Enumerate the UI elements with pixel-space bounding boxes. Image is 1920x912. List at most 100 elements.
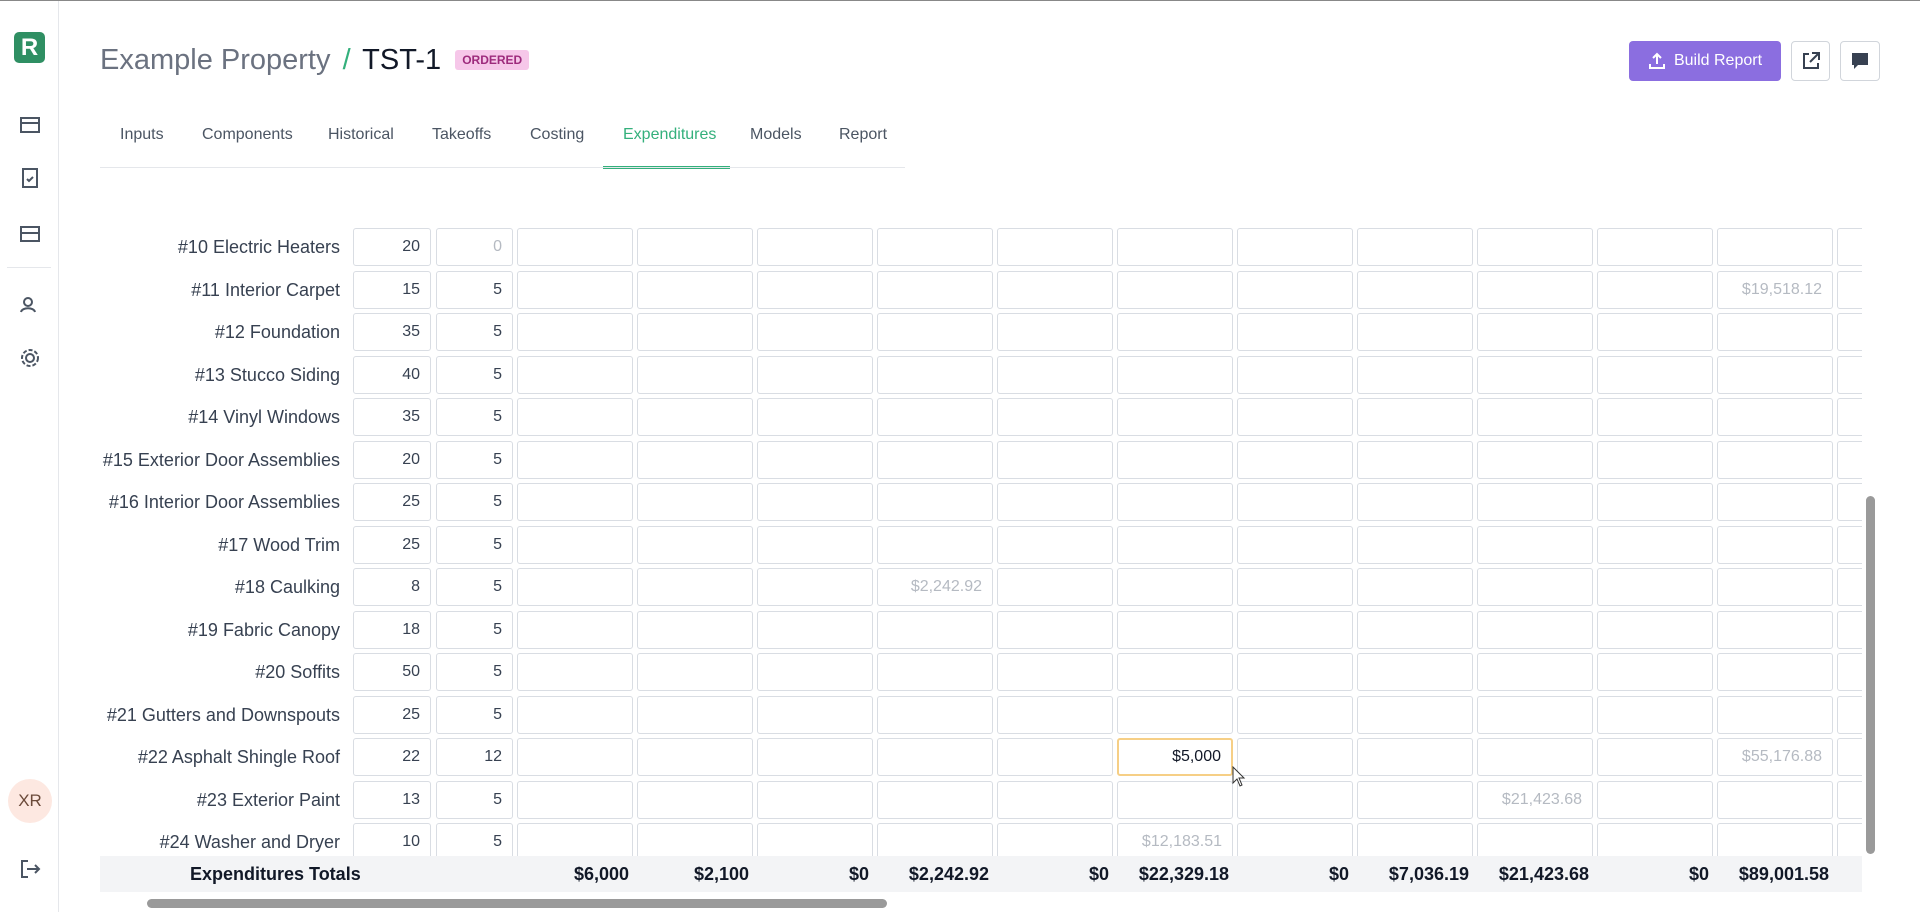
remaining-cell[interactable]: 5 — [436, 398, 513, 436]
expenditure-cell[interactable] — [997, 313, 1113, 351]
expenditure-cell[interactable] — [1237, 398, 1353, 436]
remaining-cell[interactable]: 5 — [436, 313, 513, 351]
expenditure-cell[interactable]: $55,176.88 — [1717, 738, 1833, 776]
expenditure-cell[interactable] — [1837, 526, 1862, 564]
expenditure-cell[interactable] — [997, 271, 1113, 309]
expenditure-cell[interactable] — [1357, 738, 1473, 776]
tab[interactable]: Expenditures — [623, 126, 716, 144]
expenditure-cell[interactable] — [1477, 653, 1593, 691]
expenditure-cell[interactable] — [517, 228, 633, 266]
life-cell[interactable]: 50 — [353, 653, 431, 691]
expenditure-cell[interactable] — [517, 611, 633, 649]
expenditure-cell[interactable] — [517, 526, 633, 564]
expenditure-cell[interactable] — [877, 526, 993, 564]
expenditure-cell[interactable] — [1117, 568, 1233, 606]
expenditure-cell[interactable] — [877, 611, 993, 649]
expenditure-cell[interactable] — [1477, 611, 1593, 649]
expenditure-cell[interactable] — [877, 398, 993, 436]
expenditure-cell[interactable] — [877, 653, 993, 691]
life-cell[interactable]: 25 — [353, 526, 431, 564]
expenditure-cell[interactable] — [757, 313, 873, 351]
expenditure-cell[interactable] — [1597, 271, 1713, 309]
expenditure-cell[interactable] — [1837, 313, 1862, 351]
expenditure-cell[interactable] — [637, 781, 753, 819]
expenditure-cell[interactable] — [1237, 696, 1353, 734]
expenditure-cell[interactable] — [1117, 653, 1233, 691]
expenditure-cell[interactable] — [757, 228, 873, 266]
expenditure-cell[interactable] — [997, 483, 1113, 521]
expenditure-cell[interactable] — [1837, 823, 1862, 858]
expenditure-cell[interactable] — [757, 483, 873, 521]
expenditure-cell[interactable] — [1477, 228, 1593, 266]
expenditure-cell[interactable] — [1717, 823, 1833, 858]
remaining-cell[interactable]: 5 — [436, 526, 513, 564]
expenditure-cell[interactable] — [1237, 441, 1353, 479]
expenditure-cell[interactable] — [637, 823, 753, 858]
expenditure-cell[interactable] — [1357, 653, 1473, 691]
expenditure-cell[interactable] — [1357, 313, 1473, 351]
expenditure-cell[interactable] — [1717, 653, 1833, 691]
expenditure-cell[interactable] — [1597, 823, 1713, 858]
expenditure-cell[interactable] — [997, 568, 1113, 606]
remaining-cell[interactable]: 5 — [436, 356, 513, 394]
expenditure-cell[interactable] — [757, 398, 873, 436]
expenditure-cell[interactable] — [1237, 653, 1353, 691]
expenditure-cell[interactable]: $21,423.68 — [1477, 781, 1593, 819]
remaining-cell[interactable]: 12 — [436, 738, 513, 776]
expenditure-cell[interactable] — [1357, 271, 1473, 309]
remaining-cell[interactable]: 5 — [436, 611, 513, 649]
expenditure-cell[interactable] — [1477, 696, 1593, 734]
open-button[interactable] — [1791, 41, 1830, 81]
expenditure-cell[interactable] — [1597, 356, 1713, 394]
expenditure-cell[interactable] — [1477, 738, 1593, 776]
expenditure-cell[interactable] — [757, 441, 873, 479]
expenditure-cell[interactable] — [1237, 611, 1353, 649]
expenditure-cell[interactable] — [997, 228, 1113, 266]
expenditure-cell[interactable] — [997, 823, 1113, 858]
expenditure-cell[interactable]: $12,183.51 — [1117, 823, 1233, 858]
expenditure-cell[interactable] — [877, 313, 993, 351]
expenditure-cell[interactable] — [637, 441, 753, 479]
expenditure-cell[interactable] — [1357, 228, 1473, 266]
expenditure-cell[interactable] — [1597, 483, 1713, 521]
remaining-cell[interactable]: 5 — [436, 441, 513, 479]
expenditure-cell[interactable] — [1717, 356, 1833, 394]
expenditure-cell[interactable] — [1117, 313, 1233, 351]
expenditure-cell[interactable] — [877, 823, 993, 858]
life-cell[interactable]: 18 — [353, 611, 431, 649]
expenditure-cell[interactable] — [1357, 526, 1473, 564]
expenditure-cell[interactable]: $19,518.12 — [1717, 271, 1833, 309]
expenditure-cell[interactable] — [1117, 526, 1233, 564]
tab[interactable]: Costing — [530, 126, 584, 144]
expenditure-cell[interactable]: $5,000 — [1117, 738, 1233, 776]
expenditure-cell[interactable] — [1237, 781, 1353, 819]
life-cell[interactable]: 8 — [353, 568, 431, 606]
expenditure-cell[interactable] — [517, 313, 633, 351]
expenditure-cell[interactable] — [637, 611, 753, 649]
h-scroll-thumb[interactable] — [147, 899, 887, 908]
expenditure-cell[interactable] — [517, 398, 633, 436]
expenditure-cell[interactable] — [1837, 356, 1862, 394]
expenditure-cell[interactable] — [997, 398, 1113, 436]
expenditure-cell[interactable] — [757, 738, 873, 776]
expenditure-cell[interactable] — [1357, 823, 1473, 858]
expenditure-cell[interactable]: $2,242.92 — [877, 568, 993, 606]
expenditure-cell[interactable] — [1837, 271, 1862, 309]
remaining-cell[interactable]: 0 — [436, 228, 513, 266]
expenditure-cell[interactable] — [877, 441, 993, 479]
expenditure-cell[interactable] — [1237, 483, 1353, 521]
expenditure-cell[interactable] — [997, 696, 1113, 734]
expenditure-cell[interactable] — [637, 313, 753, 351]
expenditure-cell[interactable] — [517, 356, 633, 394]
expenditure-cell[interactable] — [517, 823, 633, 858]
tab[interactable]: Report — [839, 126, 887, 144]
expenditure-cell[interactable] — [1837, 696, 1862, 734]
expenditure-cell[interactable] — [1357, 483, 1473, 521]
expenditure-cell[interactable] — [1597, 441, 1713, 479]
expenditure-cell[interactable] — [637, 271, 753, 309]
expenditure-cell[interactable] — [1717, 526, 1833, 564]
logo[interactable]: R — [14, 32, 45, 63]
expenditure-cell[interactable] — [1717, 228, 1833, 266]
life-cell[interactable]: 22 — [353, 738, 431, 776]
expenditure-cell[interactable] — [637, 228, 753, 266]
